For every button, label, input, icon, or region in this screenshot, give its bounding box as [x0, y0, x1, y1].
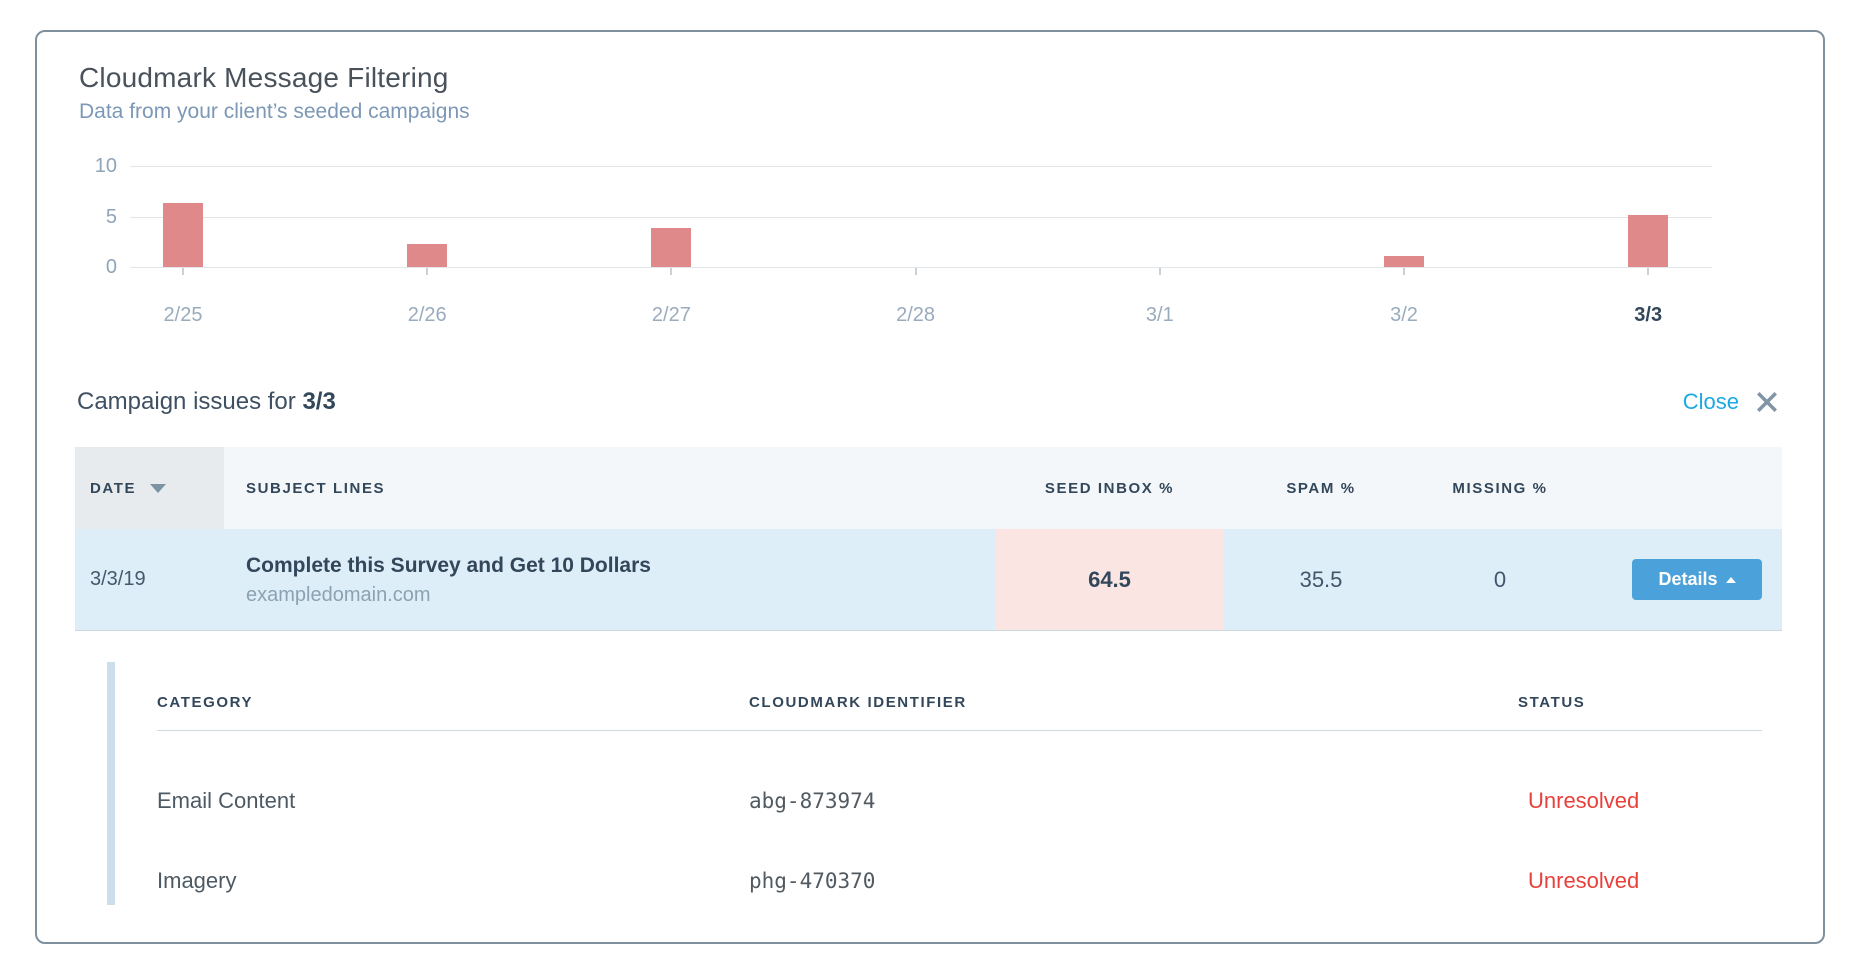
x-axis-tick [1647, 268, 1650, 275]
bar-3/3[interactable] [1628, 215, 1669, 267]
column-header-seed-inbox: SEED INBOX % [1044, 479, 1175, 497]
bar-3/2[interactable] [1384, 255, 1424, 267]
close-button[interactable]: Close [1683, 388, 1781, 416]
cell-seed-inbox: 64.5 [995, 529, 1224, 630]
column-header-missing: MISSING % [1452, 479, 1548, 497]
details-header-divider [157, 730, 1762, 731]
cell-missing: 0 [1493, 566, 1507, 592]
x-axis-tick [426, 268, 429, 275]
y-axis-label: 5 [105, 205, 117, 228]
y-axis-label: 10 [94, 155, 117, 177]
campaign-row[interactable]: 3/3/19 Complete this Survey and Get 10 D… [75, 529, 1782, 631]
issues-section-title: Campaign issues for 3/3 [77, 388, 336, 416]
column-header-subject-lines: SUBJECT LINES [246, 479, 386, 497]
details-header-category: CATEGORY [157, 694, 254, 711]
cell-spam: 35.5 [1299, 566, 1343, 592]
page-title: Cloudmark Message Filtering [79, 62, 449, 93]
details-accent-bar [107, 662, 115, 905]
seeded-campaigns-bar-chart: 10 5 0 2/25 2/26 2/27 2/28 3/1 3/2 3/3 [37, 136, 1823, 346]
gridline-y5 [130, 216, 1712, 218]
details-button[interactable]: Details [1632, 559, 1762, 600]
detail-row-category: Imagery [157, 868, 237, 893]
bar-2/26[interactable] [407, 243, 448, 267]
table-header-row: DATE SUBJECT LINES SEED INBOX % SPAM % M… [75, 447, 1782, 529]
x-axis-label-3/1[interactable]: 3/1 [1145, 304, 1174, 326]
issues-title-date: 3/3 [302, 388, 336, 415]
campaign-issues-table: DATE SUBJECT LINES SEED INBOX % SPAM % M… [75, 447, 1782, 631]
detail-row-status: Unresolved [1528, 868, 1640, 893]
bar-2/25[interactable] [163, 203, 203, 267]
bar-2/27[interactable] [651, 227, 692, 267]
x-axis-tick [1158, 268, 1161, 275]
x-axis-label-2/25[interactable]: 2/25 [163, 304, 203, 326]
issues-title-text: Campaign issues for [77, 388, 296, 415]
x-axis-tick [182, 268, 184, 275]
cell-subject: Complete this Survey and Get 10 Dollars … [246, 529, 651, 630]
page-subtitle: Data from your client’s seeded campaigns [79, 100, 470, 123]
x-axis-tick [1403, 268, 1405, 275]
y-axis-label: 0 [105, 256, 117, 278]
detail-row-status: Unresolved [1528, 788, 1640, 813]
column-header-spam: SPAM % [1286, 479, 1356, 497]
column-header-date[interactable]: DATE [90, 447, 167, 529]
x-axis-label-2/26[interactable]: 2/26 [407, 304, 447, 326]
collapse-caret-icon [1725, 576, 1736, 583]
x-axis-tick [914, 268, 917, 275]
x-axis-label-3/2[interactable]: 3/2 [1390, 304, 1418, 326]
details-header-identifier: CLOUDMARK IDENTIFIER [749, 694, 967, 711]
sort-desc-icon [150, 483, 167, 493]
detail-row-identifier: abg-873974 [749, 789, 876, 813]
date-header-highlight [75, 447, 224, 529]
subject-line: Complete this Survey and Get 10 Dollars [246, 553, 651, 577]
x-axis-label-2/27[interactable]: 2/27 [651, 304, 691, 326]
x-axis-label-3/3[interactable]: 3/3 [1634, 304, 1663, 326]
close-icon[interactable] [1753, 388, 1781, 416]
x-axis-label-2/28[interactable]: 2/28 [896, 304, 936, 326]
cloudmark-filtering-panel: Cloudmark Message Filtering Data from yo… [35, 30, 1825, 944]
gridline-y10 [130, 166, 1712, 167]
cell-date: 3/3/19 [90, 568, 146, 590]
details-header-status: STATUS [1518, 694, 1586, 711]
x-axis-tick [670, 268, 673, 275]
sending-domain: exampledomain.com [246, 583, 431, 606]
close-label[interactable]: Close [1682, 389, 1739, 414]
gridline-y0 [130, 267, 1712, 268]
detail-row-category: Email Content [157, 788, 296, 813]
detail-row-identifier: phg-470370 [749, 869, 876, 893]
